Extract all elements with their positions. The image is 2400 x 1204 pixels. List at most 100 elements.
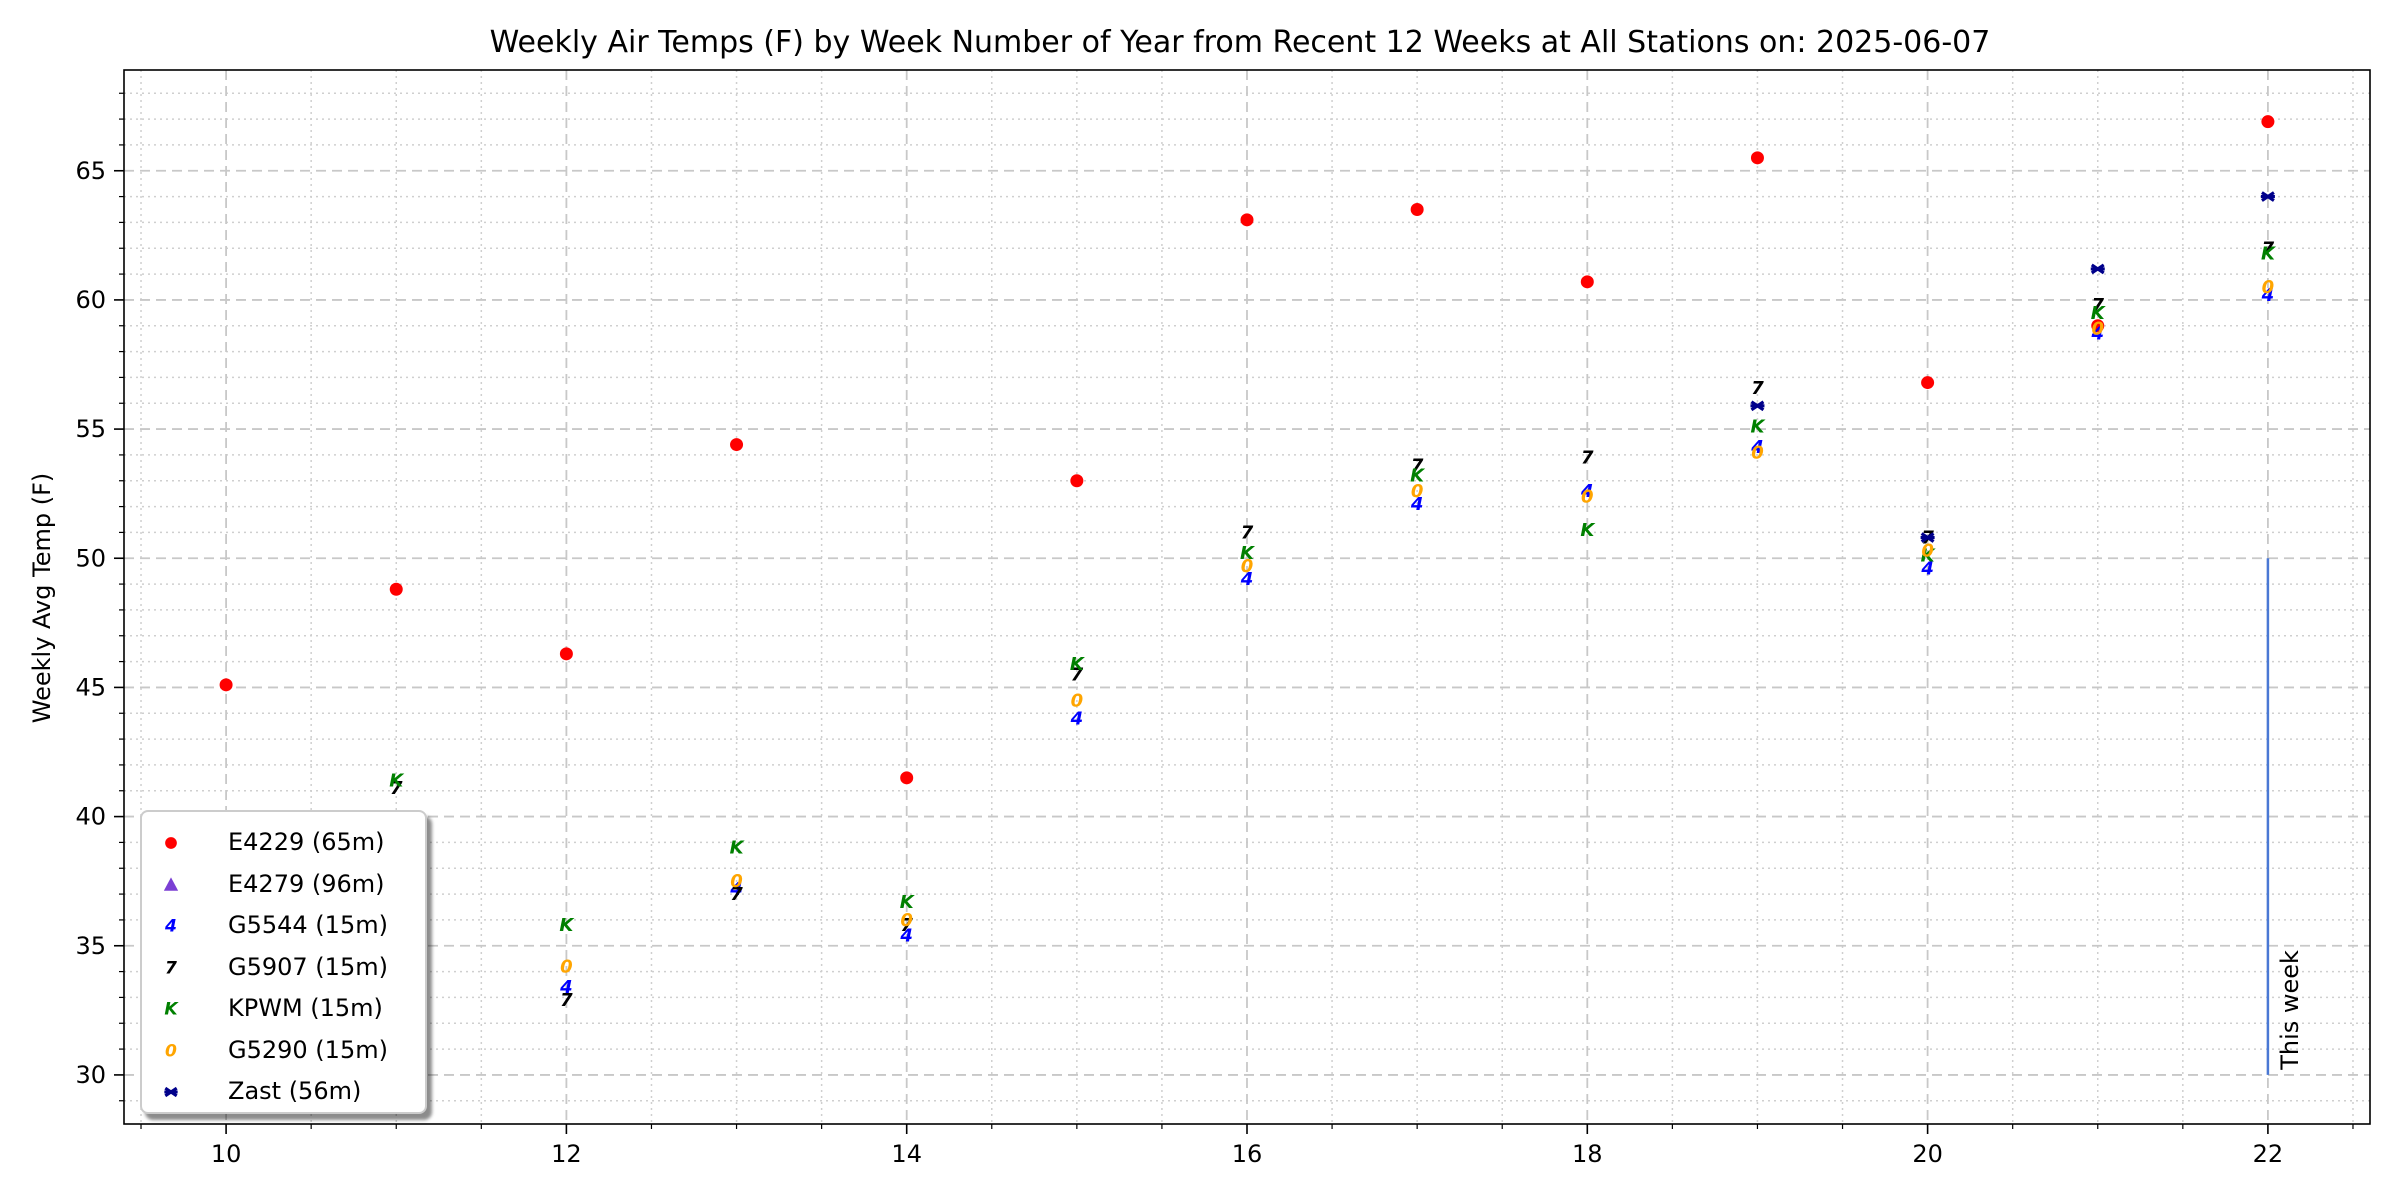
data-point-shape: 7 [1241, 522, 1254, 543]
data-point: 4 [1580, 481, 1594, 502]
y-tick-label: 45 [75, 673, 106, 701]
data-point [559, 647, 573, 661]
data-point-shape: K [389, 770, 405, 791]
data-point-shape: 4 [1580, 481, 1594, 502]
data-point: 4 [559, 977, 573, 998]
series-1 [219, 115, 2275, 785]
data-point: 0 [1581, 486, 1594, 507]
legend-marker-glyph-shape: K [164, 1000, 179, 1020]
data-point-shape [2260, 191, 2275, 202]
data-point: 7 [1241, 522, 1254, 543]
data-point [2091, 319, 2105, 333]
data-point-shape: 7 [560, 990, 573, 1011]
data-point-shape: K [900, 892, 916, 913]
data-point-shape: K [1750, 417, 1766, 438]
data-point [389, 582, 403, 596]
data-point-shape: 7 [2091, 295, 2104, 316]
legend-item: Zast (56m) [142, 1071, 425, 1113]
x-tick-label: 12 [551, 1140, 582, 1168]
legend-marker: K [164, 1000, 179, 1020]
x-tick-label: 14 [891, 1140, 922, 1168]
data-point-shape [1070, 474, 1084, 488]
data-point: 7 [1411, 455, 1424, 476]
data-point [1240, 213, 1254, 227]
x-tick-label: 22 [2253, 1140, 2284, 1168]
data-point: K [2261, 243, 2277, 264]
data-point-shape: 0 [1921, 541, 1934, 562]
data-point-shape: K [1921, 546, 1937, 567]
data-point: 0 [2091, 318, 2104, 339]
data-point: 7 [1751, 378, 1764, 399]
data-point-shape: 0 [2091, 318, 2104, 339]
data-point: K [730, 838, 746, 859]
data-point-shape: K [1070, 654, 1086, 675]
data-point: 4 [1920, 559, 1934, 580]
data-point-shape: 4 [2090, 324, 2104, 345]
legend-item: K KPWM (15m) [142, 988, 425, 1030]
y-axis-label: Weekly Avg Temp (F) [28, 473, 56, 723]
data-point: 0 [1921, 541, 1934, 562]
legend-item: E4279 (96m) [142, 864, 425, 906]
data-point [1750, 400, 1765, 412]
data-point-shape: 0 [730, 871, 743, 892]
data-point-shape: 7 [2262, 238, 2275, 259]
data-point-shape: 0 [1411, 481, 1424, 502]
data-point-shape: 7 [1071, 665, 1084, 686]
data-point [2261, 115, 2275, 129]
legend-marker: 0 [165, 1041, 177, 1061]
data-point-shape: 4 [899, 925, 913, 946]
data-point: 4 [1410, 494, 1424, 515]
data-point: 7 [560, 990, 573, 1011]
legend-marker [163, 876, 179, 891]
y-tick-label: 55 [75, 415, 106, 443]
data-point-shape: 4 [729, 879, 743, 900]
data-point-shape: 7 [390, 778, 403, 799]
data-point [1580, 275, 1594, 289]
data-point: 7 [1071, 665, 1084, 686]
data-point-shape [559, 647, 573, 661]
data-point-shape: K [730, 838, 746, 859]
this-week-annotation: This week [2266, 558, 2304, 1075]
legend: E4229 (65m) E4279 (96m) 4 G5544 (15m) 7 G5907… [140, 810, 427, 1114]
data-point: K [1410, 466, 1426, 487]
series-7 [1750, 191, 2275, 543]
data-point-shape [1750, 400, 1765, 412]
data-point [2260, 191, 2275, 202]
data-point: K [900, 892, 916, 913]
data-point-shape: 0 [2262, 277, 2275, 298]
data-point-shape: 7 [900, 915, 913, 936]
legend-label: E4229 (65m) [228, 828, 385, 856]
legend-marker-glyph: 0 [165, 1041, 177, 1061]
data-point-shape: K [1410, 466, 1426, 487]
legend-marker-glyph-shape: 7 [165, 958, 177, 978]
data-point: K [2091, 303, 2107, 324]
data-point: 0 [1241, 556, 1254, 577]
data-point-shape: 0 [1241, 556, 1254, 577]
x-tick-label: 10 [211, 1140, 242, 1168]
data-point-shape: 7 [1411, 455, 1424, 476]
data-point [2090, 263, 2105, 275]
data-point: K [1240, 543, 1256, 564]
data-point-shape [2091, 319, 2105, 333]
y-tick-label: 50 [75, 544, 106, 572]
data-point: 4 [899, 925, 913, 946]
data-point [1410, 203, 1424, 216]
legend-marker [165, 837, 177, 849]
data-point-shape: 0 [560, 956, 573, 977]
legend-marker: 7 [165, 958, 177, 978]
data-point-shape [2090, 263, 2105, 275]
legend-item: 7 G5907 (15m) [142, 947, 425, 989]
data-point: 0 [1751, 442, 1764, 463]
data-point-shape [1921, 376, 1935, 390]
series-3: 4 4 4 4 4 4 4 4 4 4 4 [559, 285, 2274, 998]
legend-marker-glyph-shape: 0 [165, 1041, 177, 1061]
legend-label: KPWM (15m) [228, 994, 383, 1022]
data-point [1920, 532, 1935, 543]
data-point-shape: 4 [1070, 708, 1084, 729]
data-point: 0 [1071, 690, 1084, 711]
data-point-shape [389, 582, 403, 596]
legend-marker-glyph: K [164, 1000, 179, 1020]
